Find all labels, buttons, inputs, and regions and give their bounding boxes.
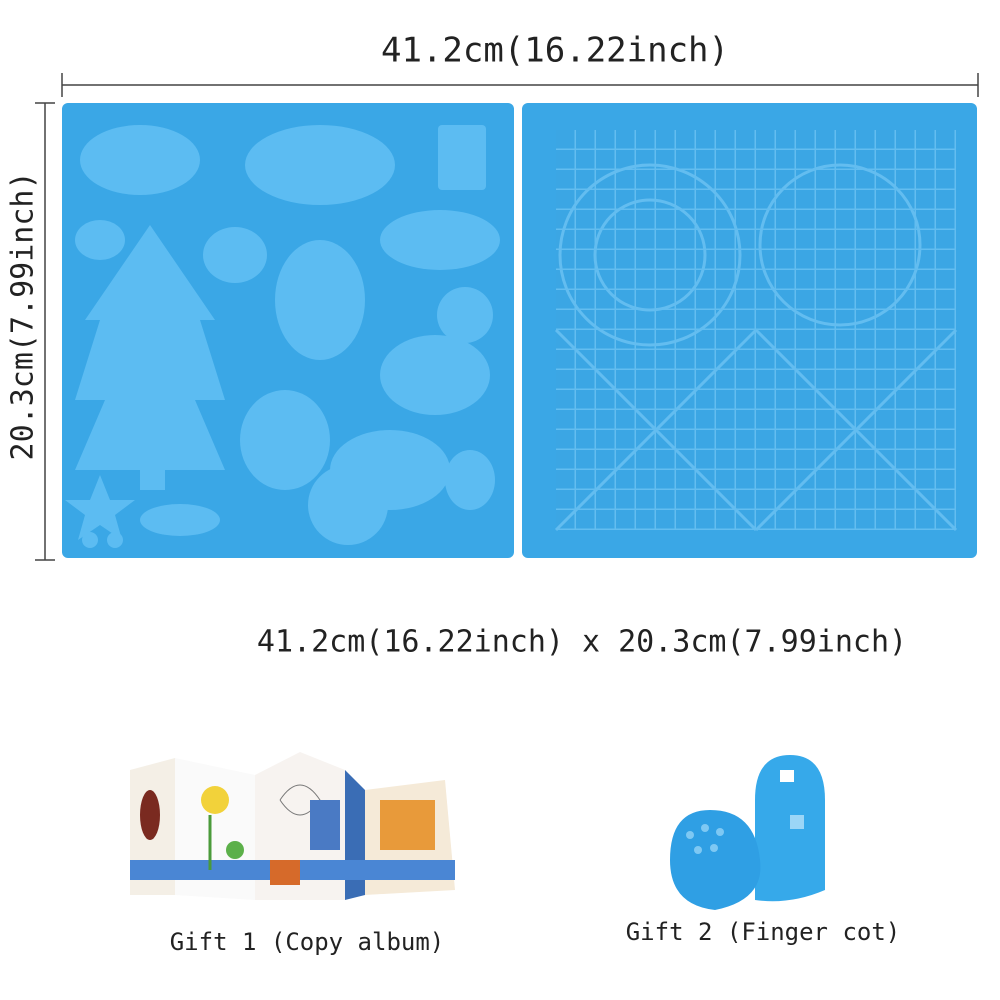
height-label: 20.3cm(7.99inch) <box>6 172 41 461</box>
size-summary: 41.2cm(16.22inch) x 20.3cm(7.99inch) <box>257 625 907 660</box>
gift-2-label: Gift 2 (Finger cot) <box>626 918 901 946</box>
dimension-lines <box>35 73 979 561</box>
copy-album <box>130 752 455 900</box>
mat-left <box>62 103 514 558</box>
width-label: 41.2cm(16.22inch) <box>381 31 729 71</box>
finger-cots <box>670 755 825 910</box>
mat-right <box>522 103 977 558</box>
gift-1-label: Gift 1 (Copy album) <box>170 928 445 956</box>
